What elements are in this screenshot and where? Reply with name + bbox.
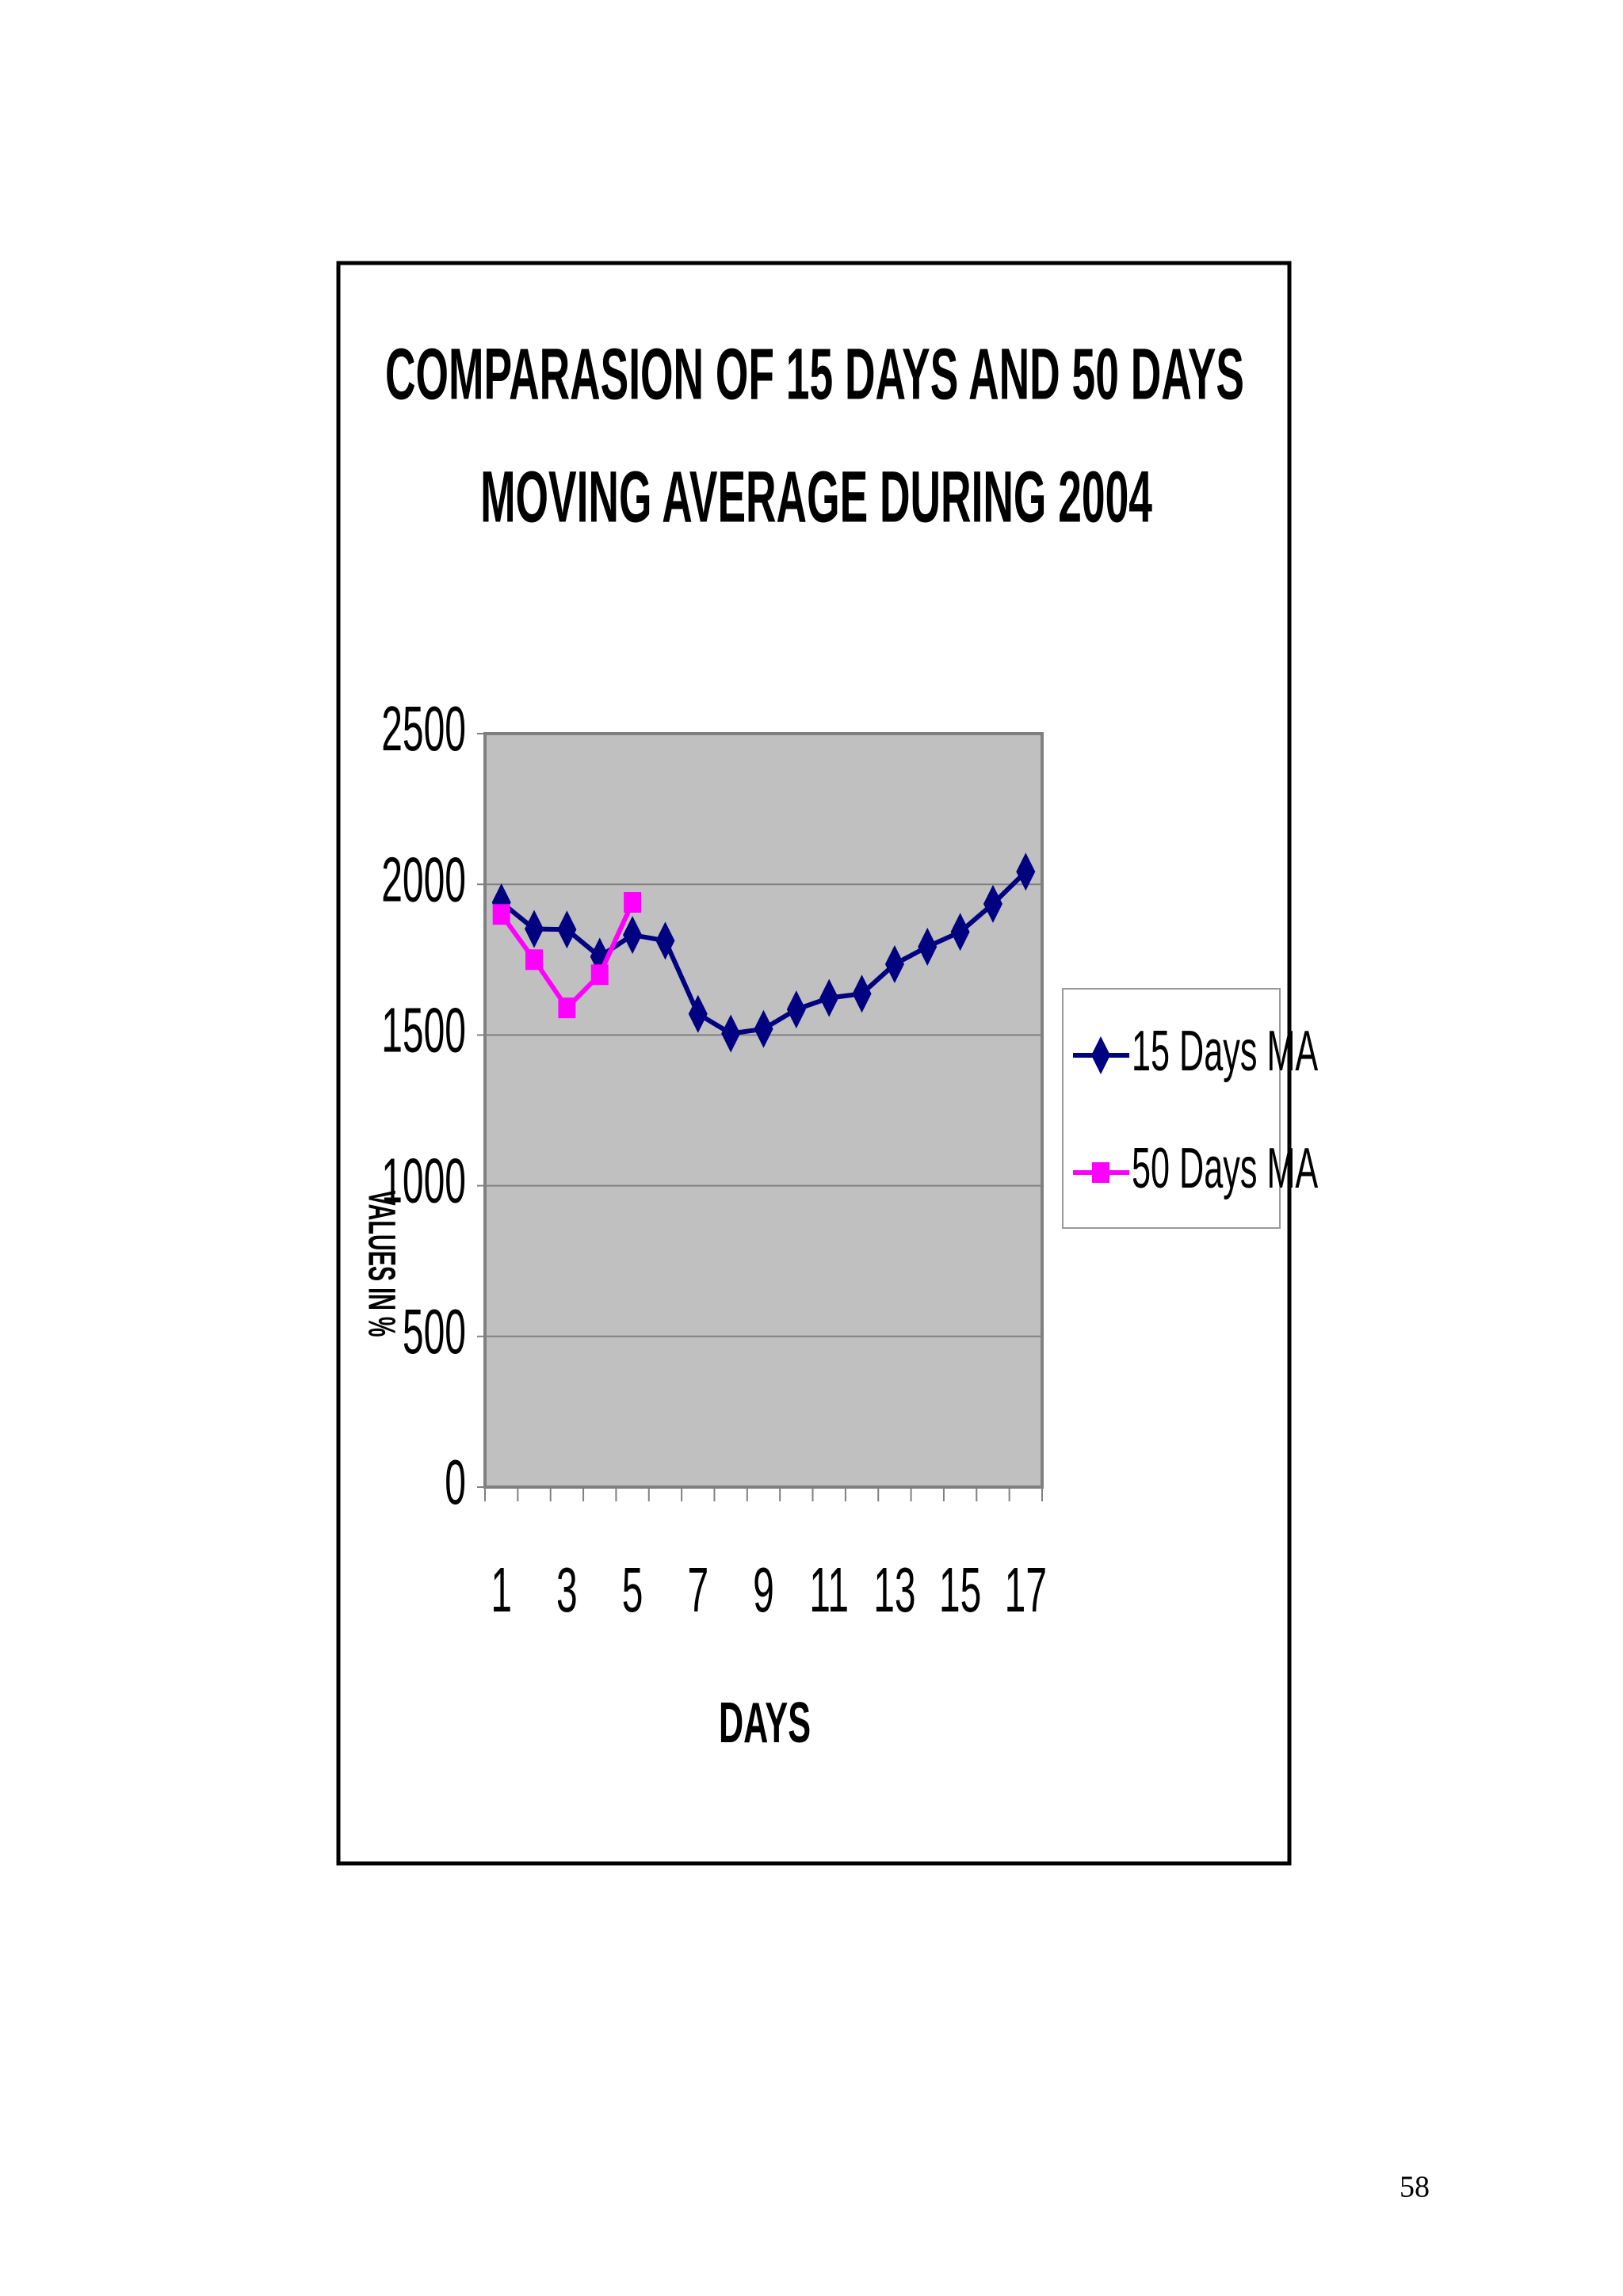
x-axis-title: DAYS — [719, 1691, 811, 1755]
y-tick-label: 2000 — [381, 844, 466, 915]
data-point — [525, 910, 544, 948]
y-tick-label: 0 — [445, 1446, 466, 1517]
data-point — [688, 994, 708, 1033]
x-tick-label: 9 — [753, 1554, 774, 1625]
data-point — [721, 1014, 741, 1053]
legend-marker — [1091, 1036, 1110, 1074]
x-tick-label: 11 — [809, 1554, 849, 1625]
data-point — [884, 945, 904, 984]
data-point — [950, 913, 970, 952]
x-tick-label: 5 — [622, 1554, 643, 1625]
y-tick-label: 2500 — [381, 692, 466, 764]
legend-label: 15 Days MA — [1132, 1019, 1319, 1083]
y-axis-title: VALUES IN % — [360, 1190, 402, 1337]
x-tick-label: 1 — [491, 1554, 512, 1625]
legend-box — [1062, 988, 1281, 1229]
y-tick-label: 1000 — [381, 1145, 466, 1216]
chart-title: COMPARASION OF 15 DAYS AND 50 DAYS — [385, 333, 1244, 414]
data-point — [819, 978, 839, 1017]
data-point — [655, 921, 675, 960]
legend-marker — [1092, 1162, 1109, 1183]
data-point — [754, 1009, 773, 1048]
data-point — [786, 990, 806, 1029]
data-point — [918, 927, 938, 966]
x-tick-label: 13 — [873, 1554, 915, 1625]
data-point — [590, 964, 609, 986]
y-tick-label: 1500 — [381, 994, 466, 1066]
chart-title: MOVING AVERAGE DURING 2004 — [480, 456, 1152, 537]
data-point — [557, 910, 577, 949]
data-point — [1016, 852, 1036, 891]
x-tick-label: 17 — [1005, 1554, 1047, 1625]
data-point — [558, 997, 576, 1019]
data-point — [623, 916, 643, 955]
data-point — [624, 892, 642, 913]
x-tick-label: 15 — [939, 1554, 981, 1625]
y-tick-label: 500 — [403, 1295, 466, 1367]
data-point — [525, 949, 544, 971]
data-point — [852, 974, 872, 1013]
data-point — [492, 904, 510, 925]
x-tick-label: 7 — [687, 1554, 708, 1625]
x-tick-label: 3 — [556, 1554, 578, 1625]
plot-area — [483, 732, 1044, 1489]
data-point — [983, 884, 1002, 923]
page-number: 58 — [1400, 2171, 1430, 2204]
legend-label: 50 Days MA — [1132, 1136, 1319, 1200]
